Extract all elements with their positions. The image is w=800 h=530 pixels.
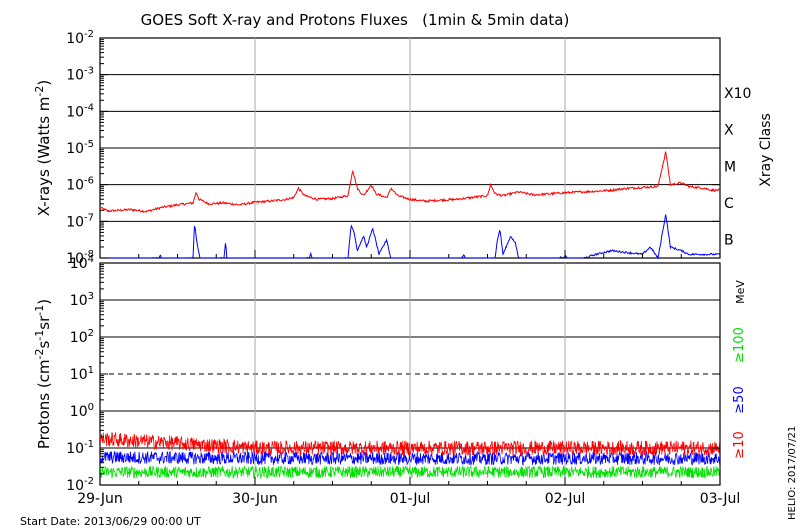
xray-y-tick-label: 10-6: [66, 176, 94, 194]
xray-class-label: X: [724, 123, 734, 139]
xray-y-tick-label: 10-3: [66, 66, 94, 84]
proton-label-50mev: ≥50: [732, 386, 747, 413]
proton-y-tick-label: 101: [70, 365, 94, 383]
x-ticks: 29-Jun 30-Jun 01-Jul 02-Jul 03-Jul: [77, 250, 740, 507]
xray-class-axis-title: Xray Class: [758, 113, 774, 187]
xray-class-label: C: [724, 196, 734, 212]
proton-y-ticks: 10-2 10-1 100 101 102 103 104: [66, 254, 720, 494]
helio-date-label: HELIO: 2017/07/21: [787, 426, 798, 520]
xray-y-axis-label: X-rays (Watts m-2): [33, 80, 53, 216]
xray-y-tick-label: 10-4: [66, 102, 94, 120]
proton-p50-series-line: [99, 450, 721, 467]
x-tick-label: 29-Jun: [77, 491, 123, 507]
proton-label-10mev: ≥10: [732, 431, 747, 458]
proton-y-tick-label: 100: [70, 402, 94, 420]
xray-long-series-line: [99, 151, 721, 214]
xray-y-tick-label: 10-2: [66, 29, 94, 47]
proton-y-tick-label: 102: [70, 328, 94, 346]
start-date-label: Start Date: 2013/06/29 00:00 UT: [20, 515, 201, 528]
proton-p10-series-line: [99, 431, 721, 457]
x-tick-label: 01-Jul: [390, 491, 431, 507]
proton-p100-series-line: [99, 465, 721, 480]
xray-y-tick-label: 10-7: [66, 212, 94, 230]
x-tick-label: 02-Jul: [545, 491, 586, 507]
proton-y-tick-label: 10-2: [66, 476, 94, 494]
proton-label-mev: MeV: [734, 280, 747, 304]
proton-y-tick-label: 10-1: [66, 439, 94, 457]
x-tick-label: 30-Jun: [232, 491, 278, 507]
xray-class-labels: B C M X X10: [724, 86, 751, 249]
day-separator-lines: [254, 38, 566, 485]
xray-y-tick-label: 10-8: [66, 249, 94, 267]
proton-series: [99, 431, 721, 480]
xray-class-label: B: [724, 233, 734, 249]
x-tick-label: 03-Jul: [700, 491, 741, 507]
xray-class-label: M: [724, 159, 736, 175]
proton-y-axis-label: Protons (cm-2s-1sr-1): [33, 299, 53, 449]
xray-class-label: X10: [724, 86, 751, 102]
proton-y-tick-label: 103: [70, 291, 94, 309]
xray-y-ticks: 10-8 10-7 10-6 10-5 10-4 10-3 10-2: [66, 29, 720, 267]
proton-label-100mev: ≥100: [732, 327, 747, 363]
chart-title: GOES Soft X-ray and Protons Fluxes (1min…: [141, 11, 570, 29]
xray-y-tick-label: 10-5: [66, 139, 94, 157]
proton-y-tick-label: 104: [70, 254, 94, 272]
